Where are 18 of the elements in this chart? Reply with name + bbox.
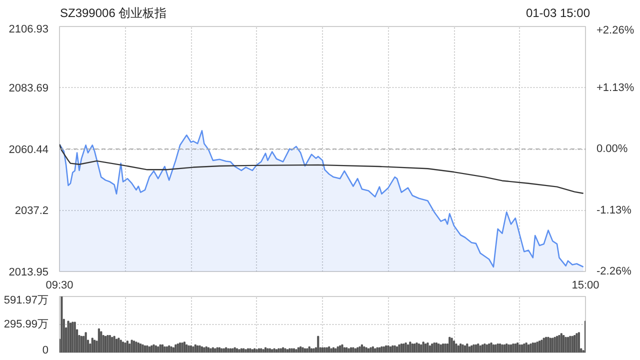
chart-subtitle: 01-03 15:00 bbox=[526, 5, 590, 22]
y-tick-label: 2106.93 bbox=[8, 24, 49, 36]
y2-tick-label: 0.00% bbox=[596, 143, 628, 155]
y-tick-label: 591.97万 bbox=[4, 294, 49, 306]
chart-title: SZ399006 创业板指 bbox=[60, 5, 167, 22]
y2-tick-label: -2.26% bbox=[596, 266, 632, 278]
y2-tick-label: +2.26% bbox=[596, 24, 634, 36]
y-tick-label: 2083.69 bbox=[8, 82, 49, 95]
y2-tick-label: -1.13% bbox=[596, 204, 632, 216]
y-tick-label: 2060.44 bbox=[8, 144, 49, 156]
y2-tick-label: +1.13% bbox=[596, 82, 634, 94]
line-series bbox=[60, 144, 584, 194]
x-tick-label: 15:00 bbox=[572, 280, 600, 292]
y-tick-label: 0 bbox=[42, 344, 49, 356]
y-tick-label: 2013.95 bbox=[8, 266, 49, 278]
y-tick-label: 2037.2 bbox=[14, 205, 49, 218]
x-tick-label: 09:30 bbox=[46, 280, 74, 292]
y-tick-label: 295.99万 bbox=[4, 318, 49, 330]
